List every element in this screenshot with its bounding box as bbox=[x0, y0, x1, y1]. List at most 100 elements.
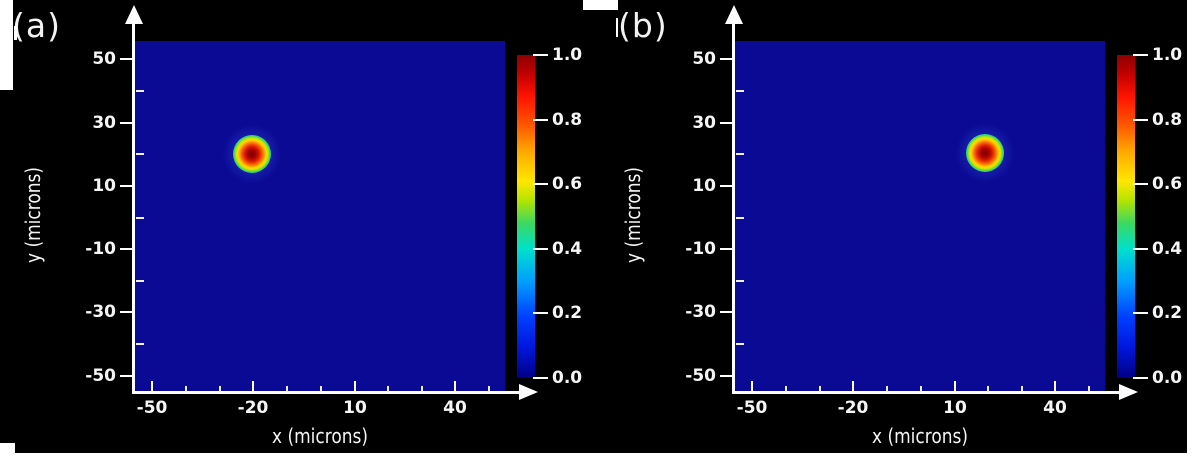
panel-b: (b) 50 30 10 -10 -30 -50 bbox=[600, 0, 1200, 459]
y-axis-arrow-icon bbox=[725, 5, 743, 24]
y-axis-title: y (microns) bbox=[621, 167, 645, 264]
colorbar-tick-label: 0.8 bbox=[1152, 110, 1183, 130]
y-major-tick bbox=[720, 58, 733, 60]
y-axis-line bbox=[132, 22, 135, 392]
colorbar-tick-label: 0.2 bbox=[1152, 303, 1183, 323]
y-minor-tick bbox=[136, 280, 144, 282]
colorbar-tick bbox=[1133, 377, 1148, 379]
y-major-tick bbox=[120, 248, 133, 250]
y-major-tick bbox=[120, 122, 133, 124]
x-axis-title: x (microns) bbox=[871, 424, 968, 448]
x-tick-label: 10 bbox=[343, 398, 367, 418]
colorbar-tick bbox=[533, 119, 548, 121]
x-tick-label: -20 bbox=[837, 398, 869, 418]
colorbar-tick bbox=[533, 312, 548, 314]
y-tick-label: -10 bbox=[685, 239, 716, 259]
y-minor-tick bbox=[136, 343, 144, 345]
x-tick-label: 40 bbox=[443, 398, 467, 418]
y-tick-label: -50 bbox=[85, 366, 116, 386]
y-axis-line bbox=[732, 22, 735, 392]
x-major-tick bbox=[954, 381, 956, 392]
x-minor-tick bbox=[920, 386, 922, 392]
y-minor-tick bbox=[136, 153, 144, 155]
y-tick-label: 30 bbox=[92, 113, 116, 133]
x-minor-tick bbox=[387, 386, 389, 392]
panel-a: (a) 50 30 10 -10 -30 -50 bbox=[12, 5, 583, 448]
colorbar-tick-label: 1.0 bbox=[1152, 45, 1183, 65]
x-minor-tick bbox=[286, 386, 288, 392]
y-major-tick bbox=[120, 58, 133, 60]
y-tick-label: 30 bbox=[692, 113, 716, 133]
x-minor-tick bbox=[488, 386, 490, 392]
white-edge-artifact bbox=[14, 26, 17, 40]
colorbar-tick-label: 0.8 bbox=[552, 110, 583, 130]
y-major-tick bbox=[720, 311, 733, 313]
y-tick-label: 10 bbox=[692, 176, 716, 196]
y-minor-tick bbox=[736, 343, 744, 345]
colorbar-tick-label: 0.2 bbox=[552, 303, 583, 323]
x-minor-tick bbox=[219, 386, 221, 392]
x-minor-tick bbox=[819, 386, 821, 392]
beam-spot-a bbox=[233, 135, 271, 173]
white-edge-artifact bbox=[0, 453, 1200, 459]
colorbar-tick bbox=[1133, 119, 1148, 121]
white-edge-artifact bbox=[1187, 0, 1200, 459]
y-tick-label: 50 bbox=[692, 49, 716, 69]
x-minor-tick bbox=[421, 386, 423, 392]
y-axis-arrow-icon bbox=[125, 5, 143, 24]
x-axis-line bbox=[732, 391, 1122, 394]
x-major-tick bbox=[852, 381, 854, 392]
white-edge-artifact bbox=[0, 443, 15, 459]
x-major-tick bbox=[454, 381, 456, 392]
y-major-tick bbox=[720, 248, 733, 250]
x-tick-label: -50 bbox=[136, 398, 168, 418]
x-major-tick bbox=[354, 381, 356, 392]
y-tick-label: -50 bbox=[685, 366, 716, 386]
x-major-tick bbox=[151, 381, 153, 392]
x-tick-label: -20 bbox=[237, 398, 269, 418]
heatmap-b-plot-area bbox=[735, 41, 1105, 391]
y-minor-tick bbox=[736, 217, 744, 219]
panel-b-label: (b) bbox=[618, 6, 668, 45]
colorbar-b bbox=[1117, 55, 1135, 378]
colorbar-tick bbox=[1133, 312, 1148, 314]
colorbar-tick bbox=[1133, 183, 1148, 185]
y-major-tick bbox=[120, 375, 133, 377]
y-tick-label: 10 bbox=[92, 176, 116, 196]
x-minor-tick bbox=[886, 386, 888, 392]
y-minor-tick bbox=[736, 153, 744, 155]
colorbar-a bbox=[517, 55, 535, 378]
x-axis-line bbox=[132, 391, 522, 394]
colorbar-tick bbox=[533, 54, 548, 56]
x-tick-label: 40 bbox=[1043, 398, 1067, 418]
y-major-tick bbox=[720, 122, 733, 124]
y-minor-tick bbox=[136, 90, 144, 92]
y-major-tick bbox=[720, 375, 733, 377]
x-tick-label: -50 bbox=[736, 398, 768, 418]
y-tick-label: -30 bbox=[685, 302, 716, 322]
x-major-tick bbox=[252, 381, 254, 392]
x-axis-title: x (microns) bbox=[271, 424, 368, 448]
white-edge-artifact bbox=[583, 0, 618, 10]
colorbar-tick-label: 0.4 bbox=[552, 239, 583, 259]
colorbar-tick-label: 0.4 bbox=[1152, 239, 1183, 259]
colorbar-tick bbox=[1133, 248, 1148, 250]
colorbar-tick-label: 0.0 bbox=[1152, 368, 1183, 388]
x-major-tick bbox=[751, 381, 753, 392]
x-tick-label: 10 bbox=[943, 398, 967, 418]
y-minor-tick bbox=[736, 90, 744, 92]
y-tick-label: -10 bbox=[85, 239, 116, 259]
x-minor-tick bbox=[987, 386, 989, 392]
colorbar-tick bbox=[533, 183, 548, 185]
y-tick-label: 50 bbox=[92, 49, 116, 69]
x-minor-tick bbox=[785, 386, 787, 392]
y-major-tick bbox=[120, 311, 133, 313]
x-axis-arrow-icon bbox=[519, 384, 538, 400]
colorbar-tick-label: 0.0 bbox=[552, 368, 583, 388]
panel-a-label: (a) bbox=[12, 6, 61, 45]
x-major-tick bbox=[1054, 381, 1056, 392]
heatmap-a-plot-area bbox=[135, 41, 505, 391]
colorbar-tick-label: 0.6 bbox=[1152, 174, 1183, 194]
x-axis-arrow-icon bbox=[1119, 384, 1138, 400]
